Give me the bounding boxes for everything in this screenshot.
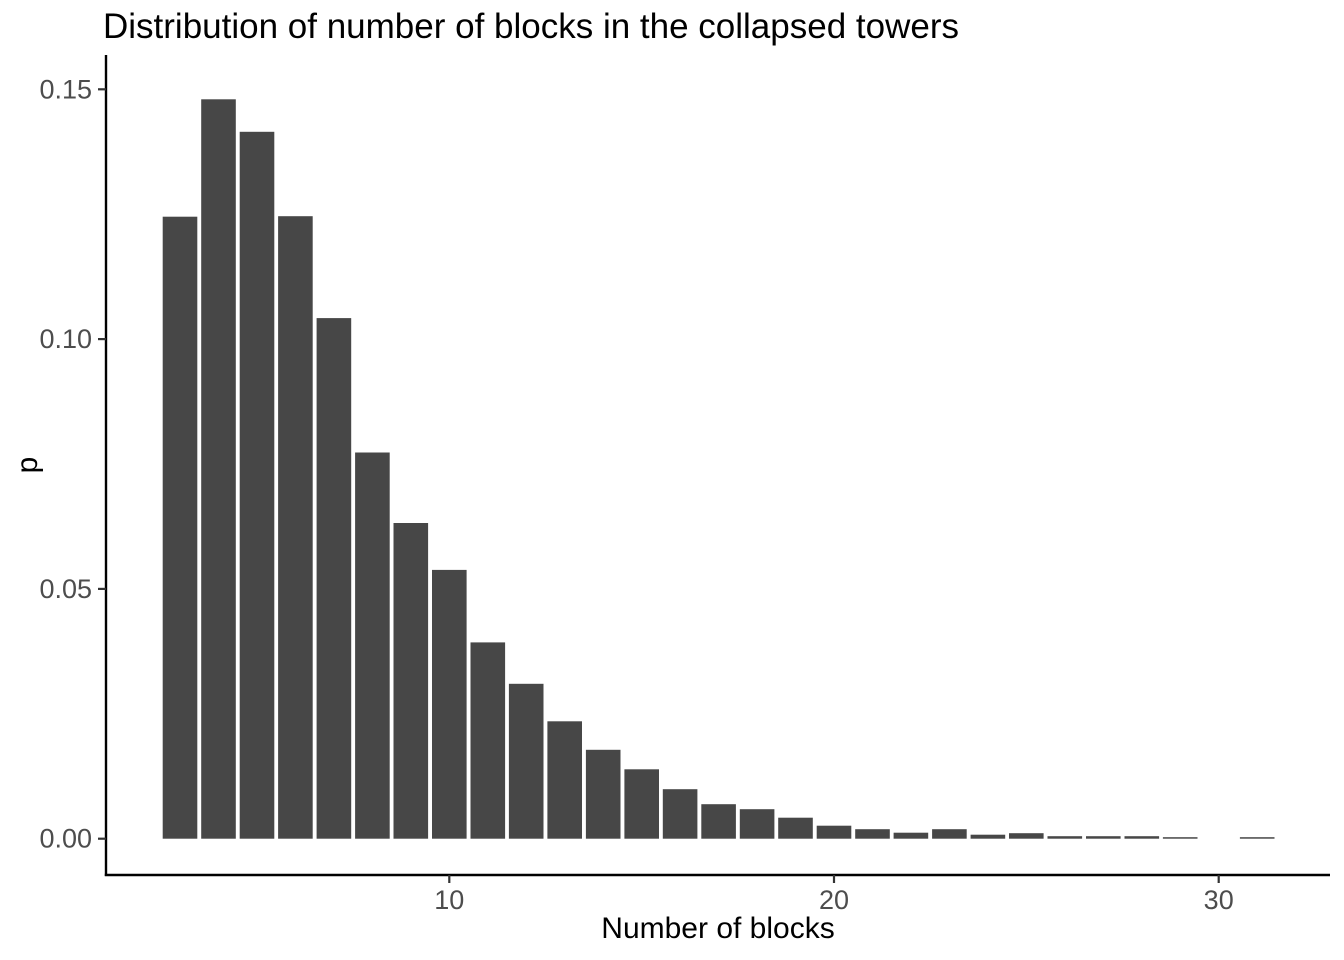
y-tick-label-0.10: 0.10 bbox=[39, 324, 92, 354]
bar-x8 bbox=[355, 452, 390, 839]
bar-x10 bbox=[432, 569, 467, 839]
bar-x12 bbox=[508, 683, 544, 839]
bar-x24 bbox=[970, 834, 1006, 839]
bar-x7 bbox=[316, 318, 352, 839]
bar-x5 bbox=[239, 131, 275, 839]
bar-x18 bbox=[739, 809, 775, 839]
bar-x28 bbox=[1124, 836, 1160, 839]
bar-x27 bbox=[1086, 836, 1121, 839]
bar-x21 bbox=[855, 829, 890, 839]
bar-x15 bbox=[624, 769, 659, 839]
bar-x9 bbox=[393, 523, 429, 839]
x-axis-title-wrap: Number of blocks bbox=[0, 912, 1344, 946]
bar-x22 bbox=[893, 832, 929, 839]
x-tick-label-20: 20 bbox=[819, 885, 849, 915]
y-tick-label-0.15: 0.15 bbox=[39, 74, 92, 104]
bar-x16 bbox=[662, 789, 698, 839]
bar-x17 bbox=[701, 804, 736, 839]
bar-x14 bbox=[585, 749, 621, 839]
bar-x20 bbox=[816, 825, 852, 839]
bar-x6 bbox=[278, 216, 313, 839]
bar-x31 bbox=[1239, 837, 1275, 839]
bar-x11 bbox=[470, 642, 506, 839]
y-tick-label-0.00: 0.00 bbox=[39, 824, 92, 854]
bar-x3 bbox=[162, 216, 198, 839]
x-tick-label-30: 30 bbox=[1204, 885, 1234, 915]
x-axis-title: Number of blocks bbox=[601, 912, 835, 945]
bar-x25 bbox=[1009, 833, 1044, 839]
bar-x4 bbox=[201, 99, 236, 839]
chart-title: Distribution of number of blocks in the … bbox=[103, 7, 959, 46]
x-tick-label-10: 10 bbox=[434, 885, 464, 915]
bar-x26 bbox=[1047, 836, 1083, 839]
bar-x29 bbox=[1162, 837, 1198, 839]
bar-x23 bbox=[932, 829, 967, 839]
y-tick-label-0.05: 0.05 bbox=[39, 574, 92, 604]
bar-x19 bbox=[778, 817, 813, 839]
bar-x13 bbox=[547, 721, 582, 839]
